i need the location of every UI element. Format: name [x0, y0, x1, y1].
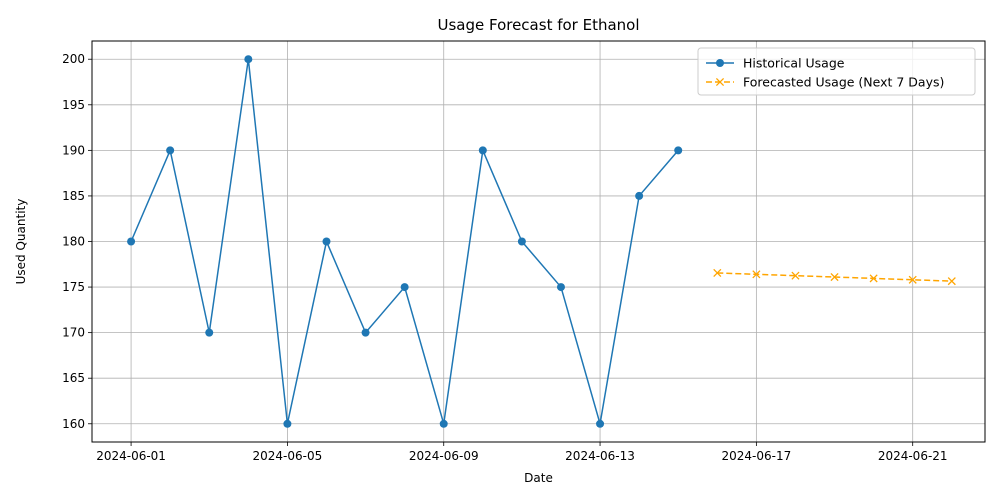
data-point: [127, 237, 136, 246]
x-tick-label: 2024-06-17: [722, 449, 792, 463]
legend-box: [697, 47, 976, 96]
data-point: [752, 270, 761, 279]
x-tick-label: 2024-06-05: [253, 449, 323, 463]
data-point: [556, 283, 565, 292]
y-tick-label: 185: [62, 189, 85, 203]
data-point: [869, 274, 878, 283]
grid: [92, 41, 985, 442]
legend-label: Forecasted Usage (Next 7 Days): [743, 75, 944, 90]
y-axis-ticks: 160 165 170 175 180 185 190 195 200: [62, 52, 92, 431]
chart-title: Usage Forecast for Ethanol: [437, 16, 639, 34]
y-tick-label: 175: [62, 280, 85, 294]
legend-item: Historical Usage: [706, 56, 845, 71]
x-tick-label: 2024-06-13: [565, 449, 635, 463]
data-point: [322, 237, 331, 246]
y-tick-label: 165: [62, 371, 85, 385]
y-tick-label: 195: [62, 98, 85, 112]
legend-marker: [716, 59, 724, 67]
legend-marker: [715, 77, 725, 87]
x-axis-title: Date: [524, 471, 553, 485]
y-tick-label: 180: [62, 235, 85, 249]
y-axis-title: Used Quantity: [14, 199, 28, 285]
data-point: [908, 275, 917, 284]
series-historical: [127, 55, 683, 428]
data-point: [166, 146, 175, 155]
x-axis-ticks: 2024-06-01 2024-06-05 2024-06-09 2024-06-13…: [96, 442, 948, 463]
legend: Historical Usage Forecasted Usage (Next 7…: [697, 47, 976, 96]
x-tick-label: 2024-06-21: [878, 449, 948, 463]
data-point: [791, 271, 800, 280]
y-tick-label: 190: [62, 143, 85, 157]
series-layer: [127, 55, 956, 428]
data-point: [439, 419, 448, 428]
data-point: [400, 283, 409, 292]
data-point: [596, 419, 605, 428]
data-point: [830, 272, 839, 282]
legend-item: Forecasted Usage (Next 7 Days): [706, 75, 944, 90]
data-point: [517, 237, 526, 246]
x-tick-label: 2024-06-09: [409, 449, 479, 463]
data-point: [361, 328, 370, 337]
y-tick-label: 170: [62, 326, 85, 340]
data-point: [478, 146, 487, 155]
y-tick-label: 160: [62, 417, 85, 431]
data-point: [635, 191, 644, 200]
series-forecast: [713, 268, 956, 286]
data-point: [713, 268, 722, 278]
data-point: [674, 146, 683, 155]
y-tick-label: 200: [62, 52, 85, 66]
legend-label: Historical Usage: [743, 56, 845, 71]
data-point: [947, 277, 956, 286]
data-point: [205, 328, 214, 337]
data-point: [283, 419, 292, 428]
data-point: [244, 55, 253, 64]
x-tick-label: 2024-06-01: [96, 449, 166, 463]
